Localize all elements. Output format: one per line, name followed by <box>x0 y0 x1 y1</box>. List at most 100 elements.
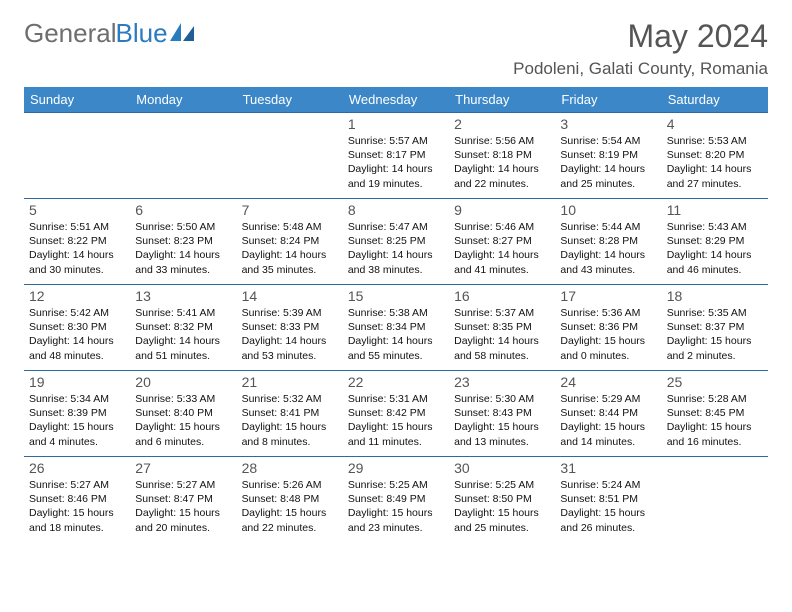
calendar-cell: 3Sunrise: 5:54 AMSunset: 8:19 PMDaylight… <box>555 113 661 199</box>
calendar-cell: 12Sunrise: 5:42 AMSunset: 8:30 PMDayligh… <box>24 285 130 371</box>
day-number: 1 <box>348 116 444 132</box>
daylight-text: Daylight: 14 hours and 46 minutes. <box>667 248 763 276</box>
calendar-cell: 15Sunrise: 5:38 AMSunset: 8:34 PMDayligh… <box>343 285 449 371</box>
calendar-cell: 9 Sunrise: 5:46 AMSunset: 8:27 PMDaylight… <box>449 199 555 285</box>
sunrise-text: Sunrise: 5:53 AM <box>667 134 763 148</box>
sunset-text: Sunset: 8:32 PM <box>135 320 231 334</box>
day-number: 20 <box>135 374 231 390</box>
calendar-cell: 6Sunrise: 5:50 AMSunset: 8:23 PMDaylight… <box>130 199 236 285</box>
day-number: 10 <box>560 202 656 218</box>
day-number: 26 <box>29 460 125 476</box>
sunrise-text: Sunrise: 5:26 AM <box>242 478 338 492</box>
calendar-cell <box>24 113 130 199</box>
day-number: 7 <box>242 202 338 218</box>
daylight-text: Daylight: 14 hours and 58 minutes. <box>454 334 550 362</box>
day-number: 24 <box>560 374 656 390</box>
calendar-cell: 8Sunrise: 5:47 AMSunset: 8:25 PMDaylight… <box>343 199 449 285</box>
sunset-text: Sunset: 8:39 PM <box>29 406 125 420</box>
daylight-text: Daylight: 15 hours and 18 minutes. <box>29 506 125 534</box>
daylight-text: Daylight: 15 hours and 13 minutes. <box>454 420 550 448</box>
calendar-cell: 14Sunrise: 5:39 AMSunset: 8:33 PMDayligh… <box>237 285 343 371</box>
calendar-cell: 19Sunrise: 5:34 AMSunset: 8:39 PMDayligh… <box>24 371 130 457</box>
calendar-cell: 22Sunrise: 5:31 AMSunset: 8:42 PMDayligh… <box>343 371 449 457</box>
sunrise-text: Sunrise: 5:43 AM <box>667 220 763 234</box>
sunset-text: Sunset: 8:19 PM <box>560 148 656 162</box>
day-number: 6 <box>135 202 231 218</box>
sunrise-text: Sunrise: 5:31 AM <box>348 392 444 406</box>
sunset-text: Sunset: 8:18 PM <box>454 148 550 162</box>
sunrise-text: Sunrise: 5:41 AM <box>135 306 231 320</box>
calendar-cell: 27Sunrise: 5:27 AMSunset: 8:47 PMDayligh… <box>130 457 236 543</box>
calendar-row: 12Sunrise: 5:42 AMSunset: 8:30 PMDayligh… <box>24 285 768 371</box>
sunset-text: Sunset: 8:50 PM <box>454 492 550 506</box>
calendar-row: 26Sunrise: 5:27 AMSunset: 8:46 PMDayligh… <box>24 457 768 543</box>
calendar-cell: 7Sunrise: 5:48 AMSunset: 8:24 PMDaylight… <box>237 199 343 285</box>
daylight-text: Daylight: 15 hours and 16 minutes. <box>667 420 763 448</box>
sunset-text: Sunset: 8:28 PM <box>560 234 656 248</box>
sunset-text: Sunset: 8:45 PM <box>667 406 763 420</box>
sunrise-text: Sunrise: 5:24 AM <box>560 478 656 492</box>
sunset-text: Sunset: 8:34 PM <box>348 320 444 334</box>
calendar-cell: 30Sunrise: 5:25 AMSunset: 8:50 PMDayligh… <box>449 457 555 543</box>
weekday-header: Thursday <box>449 87 555 113</box>
daylight-text: Daylight: 15 hours and 23 minutes. <box>348 506 444 534</box>
sunset-text: Sunset: 8:43 PM <box>454 406 550 420</box>
daylight-text: Daylight: 14 hours and 25 minutes. <box>560 162 656 190</box>
calendar-cell: 28Sunrise: 5:26 AMSunset: 8:48 PMDayligh… <box>237 457 343 543</box>
daylight-text: Daylight: 14 hours and 43 minutes. <box>560 248 656 276</box>
daylight-text: Daylight: 15 hours and 8 minutes. <box>242 420 338 448</box>
sunset-text: Sunset: 8:23 PM <box>135 234 231 248</box>
weekday-header: Tuesday <box>237 87 343 113</box>
sunset-text: Sunset: 8:30 PM <box>29 320 125 334</box>
calendar-cell: 23Sunrise: 5:30 AMSunset: 8:43 PMDayligh… <box>449 371 555 457</box>
day-number: 12 <box>29 288 125 304</box>
weekday-header-row: Sunday Monday Tuesday Wednesday Thursday… <box>24 87 768 113</box>
logo: GeneralBlue <box>24 18 194 49</box>
day-number: 28 <box>242 460 338 476</box>
weekday-header: Monday <box>130 87 236 113</box>
day-number: 29 <box>348 460 444 476</box>
sunrise-text: Sunrise: 5:56 AM <box>454 134 550 148</box>
daylight-text: Daylight: 15 hours and 11 minutes. <box>348 420 444 448</box>
calendar-row: 5Sunrise: 5:51 AMSunset: 8:22 PMDaylight… <box>24 199 768 285</box>
daylight-text: Daylight: 15 hours and 4 minutes. <box>29 420 125 448</box>
sunrise-text: Sunrise: 5:47 AM <box>348 220 444 234</box>
sunset-text: Sunset: 8:35 PM <box>454 320 550 334</box>
sunset-text: Sunset: 8:24 PM <box>242 234 338 248</box>
calendar-cell: 26 Sunrise: 5:27 AMSunset: 8:46 PMDayligh… <box>24 457 130 543</box>
day-number: 15 <box>348 288 444 304</box>
sunrise-text: Sunrise: 5:25 AM <box>348 478 444 492</box>
daylight-text: Daylight: 14 hours and 51 minutes. <box>135 334 231 362</box>
calendar-row: 19Sunrise: 5:34 AMSunset: 8:39 PMDayligh… <box>24 371 768 457</box>
calendar-body: 1Sunrise: 5:57 AMSunset: 8:17 PMDaylight… <box>24 113 768 543</box>
sunset-text: Sunset: 8:27 PM <box>454 234 550 248</box>
sunrise-text: Sunrise: 5:27 AM <box>29 478 125 492</box>
sunrise-text: Sunrise: 5:27 AM <box>135 478 231 492</box>
sunset-text: Sunset: 8:41 PM <box>242 406 338 420</box>
daylight-text: Daylight: 14 hours and 41 minutes. <box>454 248 550 276</box>
calendar-cell: 10Sunrise: 5:44 AMSunset: 8:28 PMDayligh… <box>555 199 661 285</box>
day-number: 21 <box>242 374 338 390</box>
daylight-text: Daylight: 14 hours and 53 minutes. <box>242 334 338 362</box>
day-number: 18 <box>667 288 763 304</box>
logo-text-gray: General <box>24 18 117 49</box>
daylight-text: Daylight: 15 hours and 22 minutes. <box>242 506 338 534</box>
day-number: 9 <box>454 202 550 218</box>
calendar-cell <box>237 113 343 199</box>
day-number: 11 <box>667 202 763 218</box>
day-number: 3 <box>560 116 656 132</box>
sunrise-text: Sunrise: 5:46 AM <box>454 220 550 234</box>
day-number: 16 <box>454 288 550 304</box>
sunset-text: Sunset: 8:46 PM <box>29 492 125 506</box>
daylight-text: Daylight: 14 hours and 38 minutes. <box>348 248 444 276</box>
calendar-cell: 18Sunrise: 5:35 AMSunset: 8:37 PMDayligh… <box>662 285 768 371</box>
daylight-text: Daylight: 15 hours and 25 minutes. <box>454 506 550 534</box>
sunset-text: Sunset: 8:17 PM <box>348 148 444 162</box>
sunset-text: Sunset: 8:44 PM <box>560 406 656 420</box>
daylight-text: Daylight: 14 hours and 30 minutes. <box>29 248 125 276</box>
sunrise-text: Sunrise: 5:37 AM <box>454 306 550 320</box>
day-number: 2 <box>454 116 550 132</box>
day-number: 14 <box>242 288 338 304</box>
sunset-text: Sunset: 8:49 PM <box>348 492 444 506</box>
day-number: 13 <box>135 288 231 304</box>
